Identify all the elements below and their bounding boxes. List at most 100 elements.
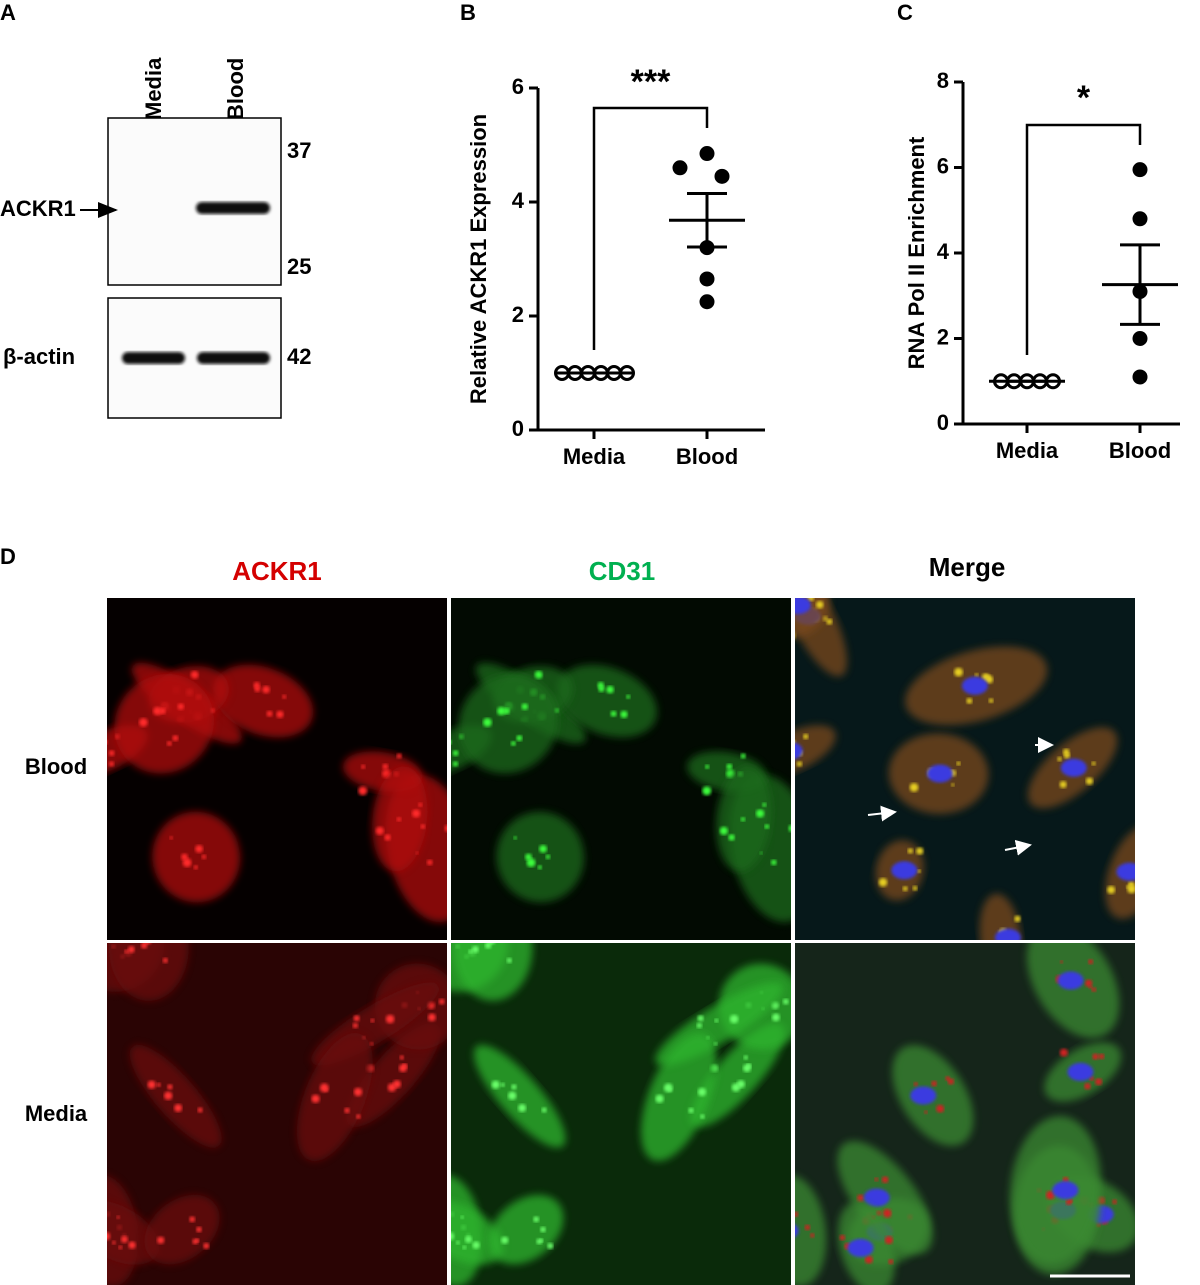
spot	[426, 859, 433, 866]
spot	[451, 740, 452, 744]
spot	[782, 998, 789, 1005]
spot	[166, 741, 172, 746]
spot	[128, 1241, 136, 1249]
spot	[537, 865, 542, 870]
spot	[282, 694, 287, 699]
spot	[484, 943, 492, 949]
spot	[606, 685, 614, 694]
spot	[1140, 887, 1146, 893]
spot	[668, 1088, 673, 1092]
significance-bracket	[592, 106, 709, 350]
spot	[358, 786, 368, 796]
y-tick-label: 8	[937, 68, 949, 93]
y-axis-label: RNA Pol II Enrichment	[904, 136, 929, 369]
spot	[857, 1194, 865, 1202]
blot-membrane	[107, 117, 282, 286]
spot	[167, 1084, 173, 1090]
spot	[455, 1240, 460, 1245]
spot	[111, 1240, 116, 1245]
spot	[472, 1241, 480, 1249]
x-tick-label: Blood	[1109, 438, 1171, 463]
cell	[109, 943, 189, 1001]
spot	[276, 710, 284, 719]
spot	[1091, 761, 1096, 766]
nucleus	[1057, 971, 1084, 990]
cell	[488, 1194, 564, 1265]
spot	[169, 836, 173, 840]
spot	[655, 1094, 664, 1103]
spot	[878, 877, 888, 887]
micrograph	[107, 598, 447, 940]
nucleus	[1060, 758, 1087, 777]
spot	[714, 1018, 719, 1023]
spot	[795, 1211, 799, 1217]
spot	[497, 706, 506, 716]
spot	[384, 834, 391, 841]
error-bar	[687, 191, 727, 249]
nucleus	[891, 861, 918, 880]
spot	[728, 834, 735, 841]
error-bar	[1120, 243, 1160, 326]
spot	[108, 761, 115, 767]
spot	[418, 802, 423, 807]
spot	[526, 858, 536, 868]
spot	[1059, 1048, 1068, 1057]
cell	[458, 674, 558, 774]
spot	[483, 717, 492, 727]
spot	[201, 854, 207, 860]
row-label: Media	[25, 1101, 88, 1126]
spot	[518, 1103, 527, 1112]
nucleus	[994, 928, 1021, 940]
channel-label: ACKR1	[232, 556, 322, 586]
spot	[796, 761, 803, 767]
spot	[731, 1083, 741, 1092]
spot	[147, 1080, 156, 1089]
spot	[966, 697, 973, 704]
panel-label: D	[0, 544, 16, 569]
spot	[888, 1259, 894, 1265]
spot	[1140, 868, 1148, 876]
nucleus	[910, 1086, 937, 1105]
spot	[460, 1215, 464, 1219]
spot	[375, 826, 384, 835]
spot	[539, 1238, 544, 1243]
spot	[1059, 780, 1067, 789]
panel-label: A	[0, 0, 16, 25]
spot	[353, 1015, 360, 1022]
spot	[127, 946, 135, 953]
nucleus	[961, 676, 988, 695]
spot	[917, 869, 921, 873]
spot	[780, 593, 786, 599]
spot	[471, 946, 479, 953]
spot	[513, 836, 517, 840]
spot	[882, 1208, 892, 1218]
spot	[696, 1022, 703, 1029]
spot	[804, 1224, 811, 1231]
spot	[491, 1080, 500, 1089]
spot	[411, 809, 421, 818]
channel-label: CD31	[589, 556, 655, 586]
spot	[197, 1107, 203, 1113]
row-label: Blood	[25, 754, 87, 779]
spot	[907, 848, 913, 854]
spot	[464, 1235, 472, 1243]
micrographs	[82, 593, 1148, 1285]
spot	[82, 1234, 88, 1240]
micrograph	[795, 943, 1135, 1285]
spot	[1128, 881, 1135, 888]
nucleus	[795, 598, 811, 614]
spot	[452, 761, 459, 767]
panel-label: C	[897, 0, 913, 25]
cell	[641, 1033, 717, 1162]
spot	[545, 854, 551, 860]
spot	[610, 710, 617, 717]
nucleus	[795, 742, 803, 760]
spot	[807, 598, 815, 602]
cell	[152, 811, 241, 903]
data-point	[699, 271, 715, 287]
spot	[719, 826, 728, 835]
spot	[755, 809, 765, 818]
y-tick-label: 6	[937, 153, 949, 178]
blot-band	[122, 352, 185, 364]
spot	[541, 1107, 547, 1113]
